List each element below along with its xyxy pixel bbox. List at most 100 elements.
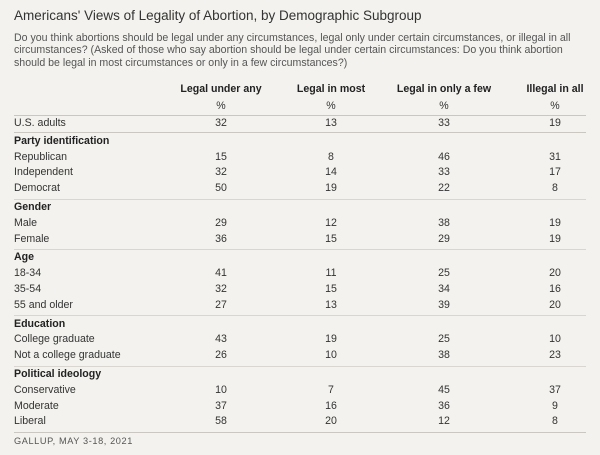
table-cell: 16 <box>325 399 337 412</box>
table-cell: 26 <box>215 349 227 362</box>
table-row: 18-34 41 11 25 20 <box>14 267 586 284</box>
divider <box>14 198 586 200</box>
table-cell: 39 <box>438 298 450 311</box>
table-cell: 8 <box>328 150 334 163</box>
table-cell: 19 <box>325 182 337 195</box>
section-heading: Party identification <box>14 134 110 147</box>
table-cell: 14 <box>325 166 337 179</box>
table-cell: 29 <box>438 232 450 245</box>
table-cell: 8 <box>552 182 558 195</box>
table-cell: 7 <box>328 383 334 396</box>
table-cell: 25 <box>438 267 450 280</box>
column-header: Legal in only a few <box>396 83 492 95</box>
table-row: Female 36 15 29 19 <box>14 233 586 250</box>
column-header: Illegal in all <box>526 83 584 95</box>
table-cell: 50 <box>215 182 227 195</box>
table-row: Republican 15 8 46 31 <box>14 151 586 168</box>
table-cell: 15 <box>325 283 337 295</box>
table-cell: 20 <box>325 415 337 428</box>
table-row: 35-54 32 15 34 16 <box>14 283 586 300</box>
unit-row: % % % % <box>14 100 586 117</box>
table-cell: 32 <box>215 283 227 295</box>
table-row: Independent 32 14 33 17 <box>14 166 586 183</box>
column-unit: % <box>216 100 226 112</box>
row-label: Conservative <box>14 383 76 396</box>
table-cell: 15 <box>325 232 337 245</box>
table-cell: 19 <box>549 232 561 245</box>
table-cell: 9 <box>552 399 558 412</box>
table-cell: 38 <box>438 216 450 229</box>
row-label: Independent <box>14 166 73 179</box>
table-cell: 46 <box>438 150 450 163</box>
table-row: Liberal 58 20 12 8 <box>14 415 586 432</box>
table-cell: 10 <box>325 349 337 362</box>
table-row: Male 29 12 38 19 <box>14 217 586 234</box>
table-cell: 58 <box>215 415 227 428</box>
table-cell: 32 <box>215 166 227 179</box>
source-footer: GALLUP, MAY 3-18, 2021 <box>14 436 133 446</box>
table-cell: 22 <box>438 182 450 195</box>
table-cell: 36 <box>215 232 227 245</box>
table-cell: 13 <box>325 298 337 311</box>
column-unit: % <box>439 100 449 112</box>
table-cell: 20 <box>549 267 561 280</box>
row-label: Republican <box>14 150 68 163</box>
column-header: Legal under any <box>180 83 262 95</box>
table-cell: 20 <box>549 298 561 311</box>
table-row: Moderate 37 16 36 9 <box>14 400 586 417</box>
row-label: Male <box>14 216 37 229</box>
table-cell: 19 <box>549 117 561 129</box>
divider <box>14 365 586 367</box>
table-row: U.S. adults 32 13 33 19 <box>14 117 586 134</box>
table-cell: 37 <box>215 399 227 412</box>
table-cell: 37 <box>549 383 561 396</box>
row-label: Moderate <box>14 399 59 412</box>
table-cell: 29 <box>215 216 227 229</box>
table-cell: 23 <box>549 349 561 362</box>
column-headers: Legal under any Legal in most Legal in o… <box>14 83 586 100</box>
table-cell: 12 <box>325 216 337 229</box>
table-row: Conservative 10 7 45 37 <box>14 384 586 401</box>
table-row: 55 and older 27 13 39 20 <box>14 299 586 316</box>
table-cell: 25 <box>438 333 450 346</box>
table-cell: 10 <box>215 383 227 396</box>
table-cell: 36 <box>438 399 450 412</box>
section-heading: Education <box>14 317 66 330</box>
table-cell: 10 <box>549 333 561 346</box>
table-cell: 15 <box>215 150 227 163</box>
section-heading: Gender <box>14 201 52 213</box>
divider <box>14 115 586 116</box>
table-cell: 16 <box>549 283 561 295</box>
divider <box>14 248 586 250</box>
table-cell: 8 <box>552 415 558 428</box>
row-label: Liberal <box>14 415 46 428</box>
table-cell: 43 <box>215 333 227 346</box>
table-cell: 19 <box>325 333 337 346</box>
table-cell: 33 <box>438 166 450 179</box>
table-cell: 19 <box>549 216 561 229</box>
table-cell: 32 <box>215 117 227 129</box>
table-cell: 27 <box>215 298 227 311</box>
table-cell: 45 <box>438 383 450 396</box>
column-unit: % <box>326 100 336 112</box>
table-cell: 31 <box>549 150 561 163</box>
divider <box>14 315 586 317</box>
divider <box>14 132 586 134</box>
table-cell: 41 <box>215 267 227 280</box>
question-text: Do you think abortions should be legal u… <box>14 32 571 69</box>
page-title: Americans' Views of Legality of Abortion… <box>14 8 422 23</box>
row-label: U.S. adults <box>14 117 66 129</box>
table-cell: 11 <box>325 267 337 280</box>
column-unit: % <box>550 100 560 112</box>
table-row: Democrat 50 19 22 8 <box>14 182 586 199</box>
row-label: 18-34 <box>14 267 42 280</box>
table-cell: 34 <box>438 283 450 295</box>
table-cell: 38 <box>438 349 450 362</box>
table-cell: 17 <box>549 166 561 179</box>
divider <box>14 432 586 434</box>
row-label: College graduate <box>14 333 95 346</box>
row-label: Not a college graduate <box>14 349 121 362</box>
table-cell: 33 <box>438 117 450 129</box>
row-label: 55 and older <box>14 298 73 311</box>
